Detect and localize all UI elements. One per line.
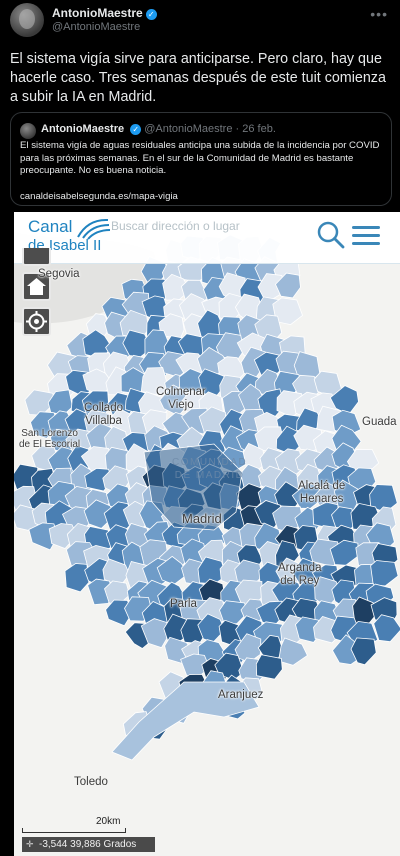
quoted-author-avatar: [20, 123, 36, 139]
place-label-aranjuez: Aranjuez: [218, 689, 264, 701]
place-label-colmenar-viejo: Colmenar Viejo: [156, 386, 206, 411]
municipality-cell[interactable]: [278, 637, 308, 666]
place-label-guadalajara: Guada: [362, 416, 397, 428]
place-label-madrid: Madrid: [182, 511, 222, 526]
quoted-tweet-date: · 26 feb.: [235, 123, 276, 135]
municipality-cell[interactable]: [275, 272, 301, 299]
crosshair-icon: ✛: [26, 839, 34, 849]
more-options-icon[interactable]: •••: [370, 6, 388, 22]
author-name-text[interactable]: AntonioMaestre: [52, 6, 143, 20]
municipality-cell[interactable]: [373, 614, 400, 643]
place-label-san-lorenzo: San Lorenzo de El Escorial: [19, 428, 81, 450]
author-handle[interactable]: @AntonioMaestre: [52, 21, 141, 33]
coordinates-text: -3,544 39,886 Grados: [39, 839, 137, 850]
municipality-cell: [111, 681, 260, 761]
place-label-collado-villalba: Collado Villalba: [84, 402, 123, 427]
brand-waves-icon: [77, 218, 111, 240]
municipality-cell[interactable]: [87, 578, 115, 606]
locate-button[interactable]: [22, 307, 51, 336]
hamburger-menu-icon: [352, 242, 380, 245]
place-label-alcala: Alcalá de Henares: [298, 480, 346, 505]
municipality-cell[interactable]: [64, 563, 90, 593]
map-header: Canal de Isabel II: [14, 212, 400, 264]
quoted-author-name: AntonioMaestre: [41, 123, 125, 135]
quoted-tweet-link[interactable]: canaldeisabelsegunda.es/mapa-vigia: [20, 191, 178, 202]
author-avatar[interactable]: [10, 3, 44, 37]
municipality-cell[interactable]: [350, 637, 377, 666]
quoted-author-handle: @AntonioMaestre: [144, 123, 233, 135]
incidence-map[interactable]: [14, 212, 400, 856]
scale-bar: [22, 828, 126, 833]
place-label-toledo: Toledo: [74, 776, 108, 788]
home-icon: [27, 278, 46, 295]
place-label-arganda: Arganda del Rey: [278, 562, 322, 587]
tweet-text: El sistema vigía sirve para anticiparse.…: [10, 51, 386, 105]
place-label-parla: Parla: [170, 598, 197, 610]
quoted-tweet-header: AntonioMaestre ✓ @AntonioMaestre · 26 fe…: [41, 123, 276, 135]
home-button[interactable]: [22, 272, 51, 301]
municipality-cell[interactable]: [370, 560, 399, 587]
quoted-tweet-text: El sistema vigía de aguas residuales ant…: [20, 140, 380, 176]
zoom-out-button[interactable]: [22, 248, 51, 266]
region-label-comunidad: COMUNIDAD DE MADRID: [172, 457, 248, 481]
quoted-tweet[interactable]: AntonioMaestre ✓ @AntonioMaestre · 26 fe…: [10, 112, 392, 206]
municipality-cell[interactable]: [140, 618, 168, 649]
coordinates-readout: ✛ -3,544 39,886 Grados: [22, 837, 155, 852]
brand-line1: Canal: [28, 217, 73, 236]
map-viewer[interactable]: Canal de Isabel II: [14, 212, 400, 856]
search-button[interactable]: [316, 220, 346, 250]
address-search-input[interactable]: [111, 217, 311, 235]
municipality-cell[interactable]: [219, 600, 248, 626]
locate-icon: [26, 311, 47, 332]
author-name[interactable]: AntonioMaestre ✓: [52, 6, 157, 20]
place-label-segovia: Segovia: [38, 268, 80, 280]
municipality-cell[interactable]: [140, 367, 169, 397]
tweet: AntonioMaestre ✓ @AntonioMaestre ••• El s…: [0, 0, 400, 212]
municipality-cell[interactable]: [272, 297, 303, 326]
hamburger-menu-icon: [352, 234, 380, 237]
madrid-city-area: [143, 443, 243, 531]
municipality-cell[interactable]: [255, 654, 283, 680]
quoted-verified-badge-icon: ✓: [130, 124, 142, 135]
scale-label: 20km: [96, 816, 121, 827]
verified-badge-icon: ✓: [145, 9, 157, 20]
menu-button[interactable]: [352, 224, 380, 246]
hamburger-menu-icon: [352, 226, 380, 229]
search-icon: [317, 221, 345, 249]
